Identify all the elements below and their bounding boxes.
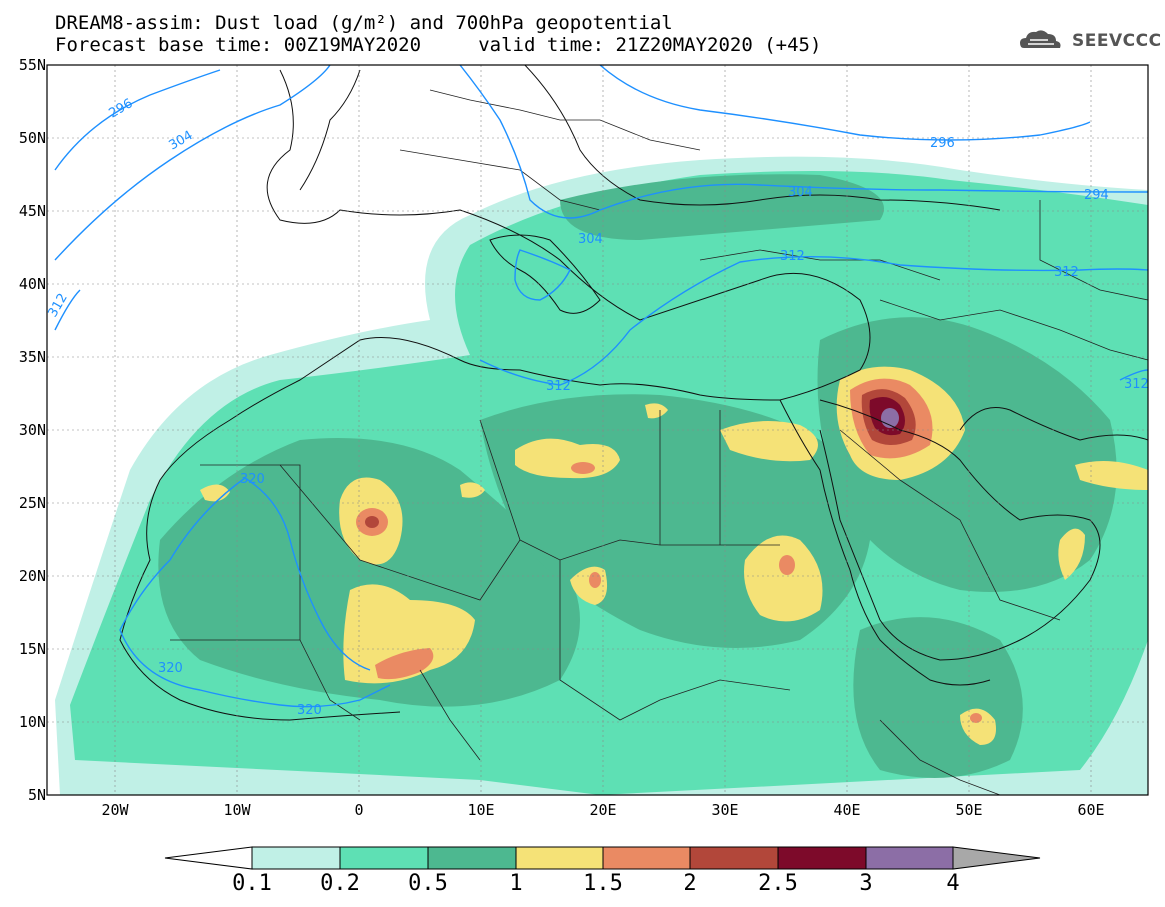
- lat-label: 10N: [6, 713, 46, 731]
- lon-label: 60E: [1066, 801, 1116, 819]
- lon-label: 20W: [90, 801, 140, 819]
- contour-label: 320: [297, 703, 322, 718]
- lat-label: 55N: [6, 56, 46, 74]
- contour-label: 320: [240, 472, 265, 487]
- lat-label: 5N: [6, 786, 46, 804]
- colorbar-label: 0.2: [320, 871, 360, 896]
- dust-level-dark-east: [853, 617, 1023, 778]
- colorbar-swatch: [340, 847, 428, 869]
- colorbar-label: 0.5: [408, 871, 448, 896]
- colorbar-label: 1: [496, 871, 536, 896]
- colorbar-swatch: [516, 847, 603, 869]
- contour-label: 312: [1124, 377, 1149, 392]
- lat-label: 35N: [6, 348, 46, 366]
- colorbar-label: 1.5: [583, 871, 623, 896]
- lat-label: 20N: [6, 567, 46, 585]
- colorbar-swatch: [603, 847, 690, 869]
- lon-label: 10E: [456, 801, 506, 819]
- colorbar-label: 0.1: [232, 871, 272, 896]
- lon-label: 40E: [822, 801, 872, 819]
- lat-label: 25N: [6, 494, 46, 512]
- colorbar-label: 4: [933, 871, 973, 896]
- lat-label: 15N: [6, 640, 46, 658]
- lon-label: 10W: [212, 801, 262, 819]
- colorbar-swatch: [428, 847, 516, 869]
- lat-label: 50N: [6, 129, 46, 147]
- colorbar-label: 2.5: [758, 871, 798, 896]
- lat-label: 30N: [6, 421, 46, 439]
- contour-label: 304: [788, 185, 813, 200]
- contour-label: 312: [780, 249, 805, 264]
- contour-label: 296: [930, 136, 955, 151]
- contour-label: 320: [158, 661, 183, 676]
- lon-label: 20E: [578, 801, 628, 819]
- lon-label: 30E: [700, 801, 750, 819]
- contour-label: 294: [1084, 188, 1109, 203]
- colorbar-label: 2: [670, 871, 710, 896]
- contour-label: 304: [578, 232, 603, 247]
- contour-label: 312: [1054, 265, 1079, 280]
- lat-label: 45N: [6, 202, 46, 220]
- colorbar-swatch: [778, 847, 866, 869]
- colorbar-min-arrow: [165, 847, 252, 869]
- colorbar: [165, 847, 1040, 869]
- contour-label: 312: [546, 379, 571, 394]
- colorbar-swatch: [252, 847, 340, 869]
- colorbar-max-arrow: [953, 847, 1040, 869]
- colorbar-label: 3: [846, 871, 886, 896]
- colorbar-swatch: [866, 847, 953, 869]
- lon-label: 0: [334, 801, 384, 819]
- lat-label: 40N: [6, 275, 46, 293]
- colorbar-swatch: [690, 847, 778, 869]
- lon-label: 50E: [944, 801, 994, 819]
